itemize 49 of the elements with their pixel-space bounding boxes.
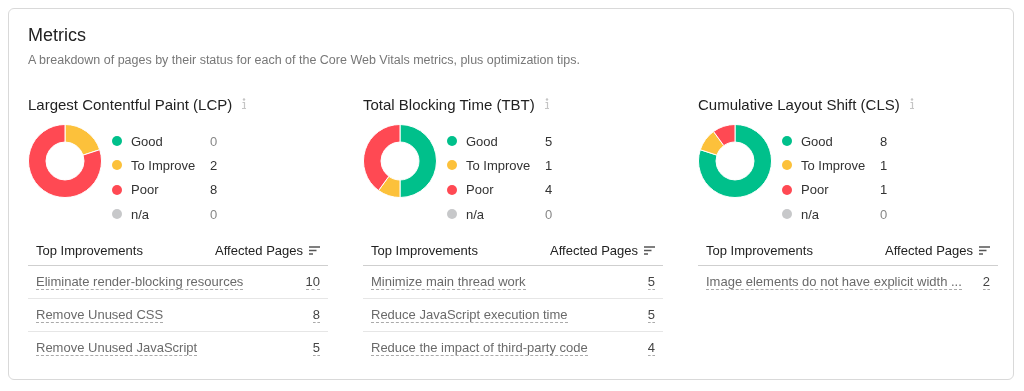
chart-title: Cumulative Layout Shift (CLS) [698, 95, 900, 113]
text: Affected Pages [215, 242, 304, 258]
data-label: 5 [312, 340, 320, 356]
legend-label: n/a [131, 206, 151, 222]
legend-label: To Improve [801, 157, 867, 173]
text: Top Improvements [371, 242, 478, 258]
data-label: 1 [880, 157, 888, 173]
data-label: 8 [880, 133, 888, 149]
data-label: 8 [210, 182, 218, 198]
text: A breakdown of pages by their status for each of the Core Web Vitals metrics, plus optimization tips. [28, 53, 581, 67]
category-label: Eliminate render-blocking resources [36, 274, 244, 290]
category-label: Image elements do not have explicit width ... [706, 274, 962, 290]
text: 0 [210, 133, 218, 149]
category-label: Remove Unused JavaScript [36, 340, 198, 356]
data-label: 5 [647, 274, 655, 290]
data-label: 2 [210, 157, 218, 173]
legend-label: Good [466, 133, 499, 149]
data-label: 8 [312, 307, 320, 323]
legend-label: Poor [131, 182, 160, 198]
data-label: 4 [545, 182, 553, 198]
category-label: Reduce the impact of third-party code [371, 340, 588, 356]
text: 0 [545, 206, 553, 222]
legend-label: Good [801, 133, 834, 149]
legend-label: n/a [801, 206, 821, 222]
category-label: Remove Unused CSS [36, 307, 164, 323]
data-label: 4 [647, 340, 655, 356]
data-label: 5 [647, 307, 655, 323]
chart-title: Total Blocking Time (TBT) [363, 95, 535, 113]
text: 0 [210, 206, 218, 222]
category-label: Minimize main thread work [371, 274, 526, 290]
category-label: Reduce JavaScript execution time [371, 307, 568, 323]
text: Top Improvements [36, 242, 143, 258]
chart-title: Largest Contentful Paint (LCP) [28, 95, 233, 113]
text: 0 [880, 206, 888, 222]
text: Affected Pages [885, 242, 974, 258]
legend-label: To Improve [466, 157, 532, 173]
legend-label: To Improve [131, 157, 197, 173]
legend-label: n/a [466, 206, 486, 222]
data-label: 1 [880, 182, 888, 198]
legend-label: Poor [466, 182, 495, 198]
legend-label: Good [131, 133, 164, 149]
legend-label: Poor [801, 182, 830, 198]
text: Affected Pages [550, 242, 639, 258]
data-label: 10 [305, 274, 320, 290]
data-label: 1 [545, 157, 553, 173]
data-label: 5 [545, 133, 553, 149]
text: Top Improvements [706, 242, 813, 258]
text: Metrics [28, 25, 87, 46]
data-label: 2 [982, 274, 990, 290]
